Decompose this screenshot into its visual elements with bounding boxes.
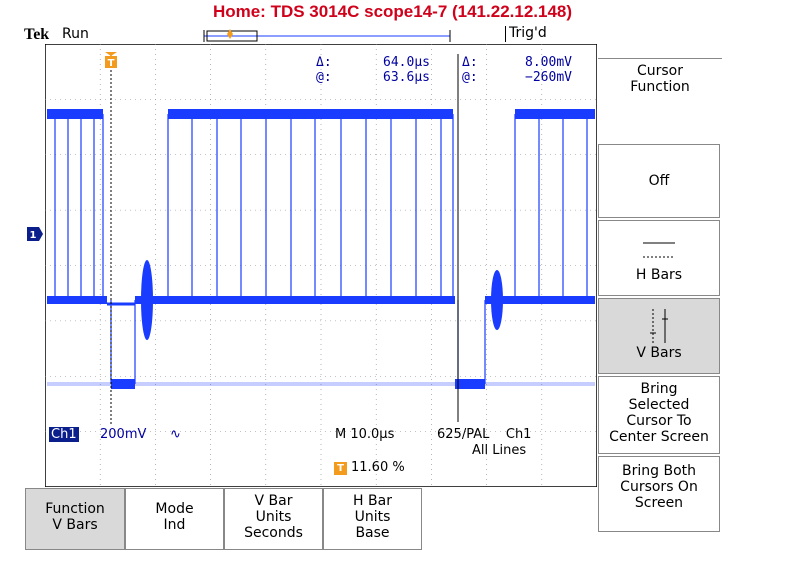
trace-segment bbox=[107, 302, 135, 306]
vbar-units-line2: Units bbox=[255, 509, 292, 525]
cursor-off-label: Off bbox=[648, 173, 670, 189]
trace-segment bbox=[111, 379, 135, 389]
hbar-units-line1: H Bar bbox=[353, 493, 392, 509]
bring-selected-line3: Cursor To bbox=[626, 413, 692, 429]
tek-logo: Tek bbox=[24, 26, 50, 43]
side-menu-title: Cursor Function bbox=[598, 58, 722, 108]
status-separator bbox=[505, 26, 506, 42]
waveform-display[interactable] bbox=[45, 44, 597, 487]
hbars-label: H Bars bbox=[635, 267, 683, 283]
bring-both-line1: Bring Both bbox=[622, 463, 696, 479]
side-menu: Cursor Function Off H Bars V Bars Bring … bbox=[598, 44, 722, 532]
hbars-icon bbox=[643, 242, 675, 258]
trigger-source: 625/PAL Ch1 bbox=[437, 427, 532, 442]
volt-at-value: −260mV bbox=[525, 70, 572, 85]
trace-segment bbox=[515, 109, 595, 119]
trace-segment bbox=[485, 296, 595, 304]
svg-text:1: 1 bbox=[30, 230, 37, 241]
hbar-units-line2: Units bbox=[354, 509, 391, 525]
svg-text:T: T bbox=[108, 58, 115, 68]
trigger-mode: All Lines bbox=[472, 443, 527, 458]
side-menu-title-line2: Function bbox=[630, 79, 690, 95]
mode-button[interactable]: Mode Ind bbox=[125, 488, 224, 550]
time-delta-value: 64.0μs bbox=[383, 55, 430, 70]
function-line1: Function bbox=[45, 501, 105, 517]
bring-both-line2: Cursors On bbox=[620, 479, 698, 495]
window-title: Home: TDS 3014C scope14-7 (141.22.12.148… bbox=[212, 2, 573, 21]
mode-line2: Ind bbox=[163, 517, 186, 533]
record-length-indicator bbox=[203, 29, 451, 42]
bring-selected-line2: Selected bbox=[628, 397, 690, 413]
bring-selected-line4: Center Screen bbox=[609, 429, 709, 445]
trace-segment bbox=[455, 379, 485, 389]
vbar-units-line3: Seconds bbox=[244, 525, 303, 541]
color-burst bbox=[141, 260, 153, 340]
volt-delta-value: 8.00mV bbox=[525, 55, 572, 70]
time-at-label: @: bbox=[316, 70, 332, 85]
trace-segment bbox=[168, 109, 453, 119]
vbar-units-line1: V Bar bbox=[254, 493, 293, 509]
trace-segment bbox=[47, 109, 103, 119]
side-menu-title-line1: Cursor bbox=[636, 63, 684, 79]
volt-at-label: @: bbox=[462, 70, 478, 85]
bring-both-line3: Screen bbox=[634, 495, 684, 511]
cursor-vbars-button[interactable]: V Bars bbox=[598, 298, 720, 374]
faint-trace bbox=[47, 382, 595, 386]
ch1-scale: 200mV bbox=[100, 427, 147, 442]
trace-segment bbox=[165, 296, 455, 304]
volt-delta-label: Δ: bbox=[462, 55, 478, 70]
trace-segment bbox=[47, 296, 107, 304]
cursor-off-button[interactable]: Off bbox=[598, 144, 720, 218]
hbar-units-button[interactable]: H Bar Units Base bbox=[323, 488, 422, 550]
run-status: Run bbox=[62, 26, 89, 42]
trigger-status: Trig'd bbox=[509, 25, 547, 41]
trigger-position-icon: T bbox=[105, 52, 117, 68]
function-button[interactable]: Function V Bars bbox=[25, 488, 125, 550]
bring-selected-cursor-button[interactable]: Bring Selected Cursor To Center Screen bbox=[598, 376, 720, 454]
function-line2: V Bars bbox=[52, 517, 98, 533]
timebase-readout: M 10.0μs bbox=[335, 427, 395, 442]
trigger-marker-icon: T bbox=[334, 462, 347, 475]
vbars-label: V Bars bbox=[636, 345, 682, 361]
ch1-badge: Ch1 bbox=[49, 427, 79, 442]
time-delta-label: Δ: bbox=[316, 55, 332, 70]
bring-selected-line1: Bring bbox=[640, 381, 678, 397]
bring-both-cursors-button[interactable]: Bring Both Cursors On Screen bbox=[598, 456, 720, 532]
vbars-icon bbox=[650, 309, 668, 343]
hbar-units-line3: Base bbox=[355, 525, 390, 541]
trigger-position-value: 11.60 % bbox=[351, 460, 405, 475]
vbar-units-button[interactable]: V Bar Units Seconds bbox=[224, 488, 323, 550]
coupling-icon: ∿ bbox=[170, 427, 181, 442]
cursor-hbars-button[interactable]: H Bars bbox=[598, 220, 720, 296]
time-at-value: 63.6μs bbox=[383, 70, 430, 85]
ch1-ground-marker-icon: 1 bbox=[27, 227, 43, 241]
mode-line1: Mode bbox=[155, 501, 194, 517]
